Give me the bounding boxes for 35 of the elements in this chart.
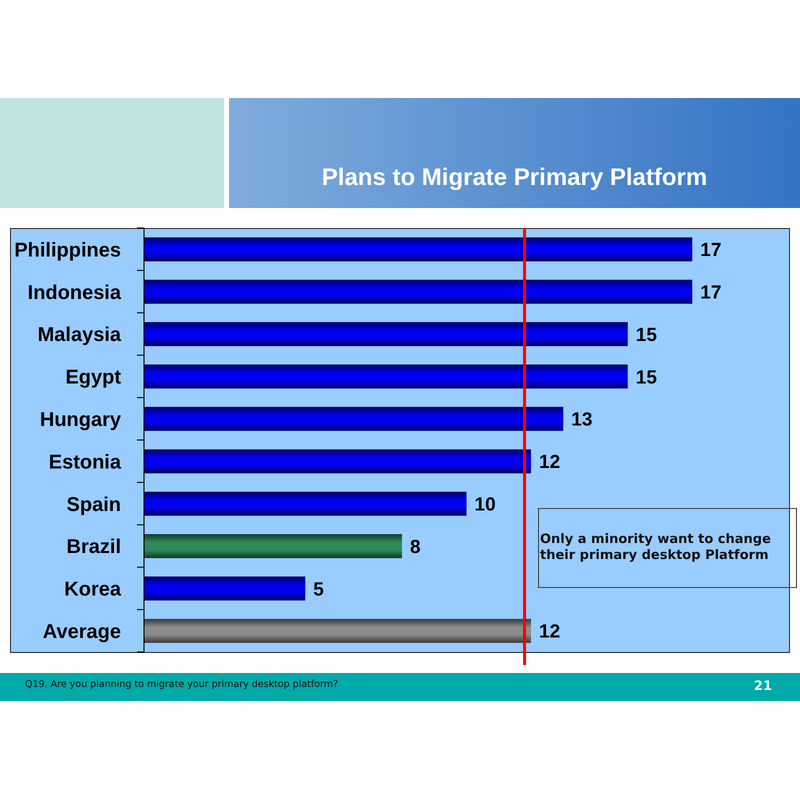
data-label: 17 [700, 282, 722, 304]
y-tick-label: Average [42, 621, 121, 643]
data-label: 8 [410, 536, 421, 558]
bar [144, 618, 531, 643]
data-label: 15 [636, 324, 658, 346]
bar [144, 449, 531, 474]
bar [144, 492, 466, 516]
text: Q19. Are you planning to migrate your primary desktop platform? [25, 679, 338, 691]
text: 21 [754, 679, 772, 695]
bar [144, 406, 564, 431]
y-tick-label: Indonesia [28, 282, 122, 304]
bar [144, 237, 692, 262]
bar [144, 534, 402, 558]
note-box: Only a minority want to change their primary desktop Platform [538, 508, 797, 588]
data-label: 17 [700, 240, 722, 262]
y-tick-label: Brazil [66, 536, 121, 558]
bar [144, 576, 306, 601]
annotation: Only a minority want to change their primary desktop Platform [540, 532, 772, 564]
data-label: 12 [539, 622, 560, 643]
y-tick-label: Malaysia [38, 324, 122, 346]
data-label: 10 [474, 494, 496, 516]
bar [144, 280, 692, 304]
y-tick-label: Hungary [40, 409, 122, 431]
chart-title: Plans to Migrate Primary Platform [320, 163, 708, 193]
bar [144, 322, 628, 346]
y-tick-label: Estonia [48, 451, 122, 474]
data-label: 15 [636, 367, 658, 388]
y-tick-label: Philippines [14, 239, 121, 262]
data-label: 12 [539, 452, 560, 474]
data-label: 5 [313, 579, 324, 600]
y-tick-label: Korea [64, 578, 122, 601]
bar [144, 364, 628, 389]
data-label: 13 [571, 410, 592, 431]
y-tick-label: Spain [66, 494, 121, 516]
y-tick-label: Egypt [65, 366, 122, 389]
